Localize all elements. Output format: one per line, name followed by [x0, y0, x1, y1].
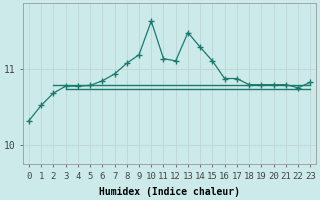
X-axis label: Humidex (Indice chaleur): Humidex (Indice chaleur): [99, 186, 240, 197]
